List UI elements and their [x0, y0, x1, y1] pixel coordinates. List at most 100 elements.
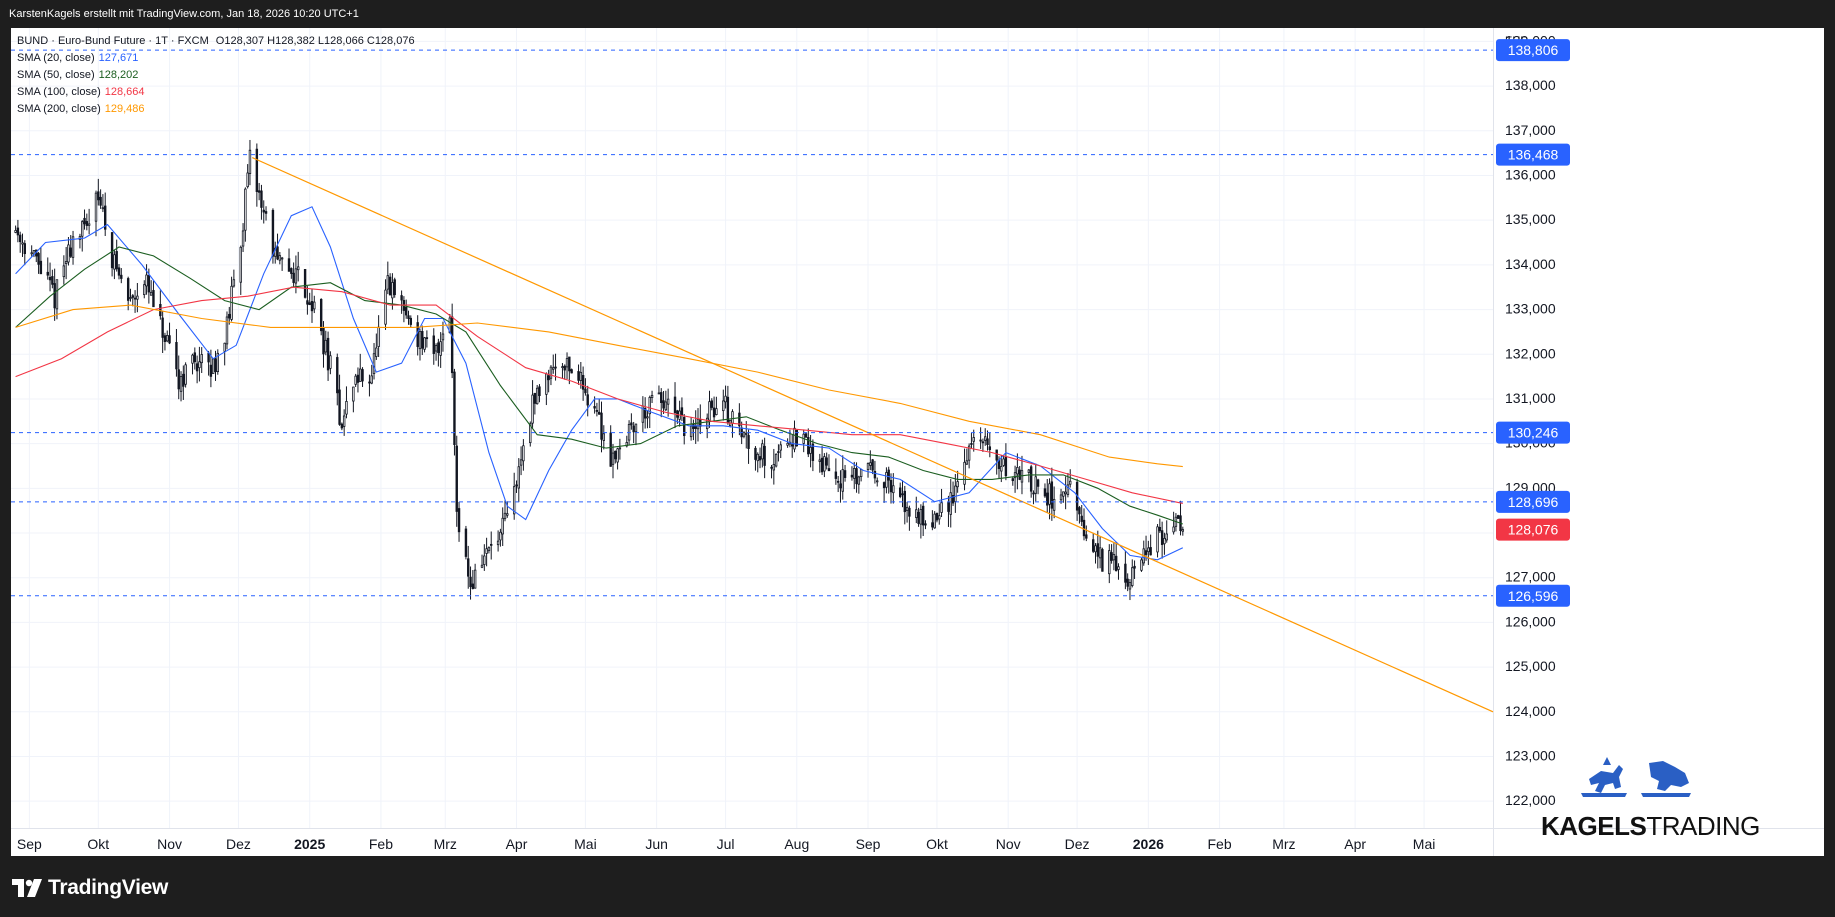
candle-body — [175, 342, 178, 370]
candle-body — [166, 335, 169, 342]
candle-body — [853, 468, 856, 479]
kagels-light: TRADING — [1646, 811, 1760, 841]
candle-body — [924, 523, 927, 526]
candle-body — [306, 300, 309, 305]
candle-body — [747, 435, 750, 449]
candle-body — [67, 244, 70, 263]
legend-sma-200[interactable]: SMA (200, close) 129,486 — [17, 101, 415, 118]
price-tick-label: 123,000 — [1505, 747, 1556, 763]
candle-body — [949, 492, 952, 515]
candle-body — [469, 576, 472, 588]
candle-body — [648, 397, 651, 415]
candle-body — [841, 469, 844, 492]
candle-body — [630, 422, 633, 426]
tradingview-logo[interactable]: TradingView — [12, 876, 168, 900]
candle-body — [278, 255, 282, 261]
candle-body — [887, 469, 890, 481]
candle-body — [565, 358, 569, 368]
chart-area[interactable]: EUR122,000123,000124,000125,000126,00012… — [11, 28, 1824, 856]
candle-body — [570, 369, 573, 374]
candle-body — [1036, 479, 1040, 487]
time-tick-label: Mai — [1413, 836, 1436, 852]
candle-body — [53, 283, 56, 309]
candle-body — [1172, 526, 1175, 533]
price-tick-label: 122,000 — [1505, 792, 1556, 808]
legend-sma-20[interactable]: SMA (20, close) 127,671 — [17, 50, 415, 67]
candle-body — [147, 275, 151, 293]
candle-body — [1108, 550, 1111, 575]
level-label-bg — [1496, 143, 1570, 166]
candle-body — [48, 277, 52, 281]
candle-body — [1085, 534, 1088, 539]
candle-body — [262, 209, 265, 213]
candle-body — [873, 471, 877, 479]
candles — [14, 139, 1185, 601]
candle-body — [839, 483, 842, 489]
legend-sma-value: 128,202 — [98, 69, 139, 81]
candle-body — [388, 276, 392, 296]
candle-body — [163, 335, 167, 342]
candle-body — [322, 327, 325, 355]
tradingview-icon — [12, 879, 42, 897]
legend-sma-100[interactable]: SMA (100, close) 128,664 — [17, 84, 415, 101]
candle-body — [876, 480, 879, 483]
candle-body — [244, 188, 247, 231]
candle-body — [859, 469, 863, 477]
candle-body — [689, 425, 693, 438]
candle-body — [552, 367, 555, 370]
price-tick-label: 134,000 — [1505, 256, 1556, 272]
candle-body — [1082, 519, 1086, 537]
time-axis: Sep Okt Nov Dez 2025 Feb Mrz Apr Mai Jun Jul Aug Sep… — [17, 836, 1435, 852]
candle-body — [889, 480, 893, 493]
candle-body — [919, 509, 923, 525]
candle-body — [614, 450, 617, 460]
candle-body — [584, 388, 587, 394]
candle-body — [23, 243, 26, 255]
candle-body — [967, 445, 971, 461]
candle-body — [480, 564, 484, 568]
candle-body — [791, 444, 794, 447]
candle-body — [609, 432, 612, 467]
candle-body — [662, 400, 665, 409]
candle-body — [255, 148, 259, 192]
candle-body — [71, 236, 75, 258]
candle-body — [1018, 469, 1021, 480]
candle-body — [345, 401, 348, 415]
candle-body — [1029, 466, 1033, 492]
candle-body — [506, 513, 509, 516]
candle-body — [579, 371, 583, 381]
candle-body — [1096, 543, 1100, 557]
candle-body — [386, 275, 390, 290]
candle-body — [680, 407, 684, 416]
level-label: 136,468 — [1508, 147, 1559, 163]
price-chart[interactable]: EUR122,000123,000124,000125,000126,00012… — [11, 28, 1824, 856]
candle-body — [30, 252, 33, 255]
time-tick-label: Dez — [226, 836, 251, 852]
candle-body — [673, 396, 677, 414]
candle-body — [391, 282, 394, 299]
candle-body — [225, 316, 229, 345]
time-tick-label: Jul — [717, 836, 735, 852]
gridlines — [11, 28, 1493, 828]
candle-body — [104, 205, 107, 230]
candle-body — [1027, 469, 1031, 473]
candle-body — [303, 269, 307, 298]
candle-body — [193, 352, 197, 363]
candle-body — [756, 453, 759, 462]
candle-body — [742, 431, 746, 437]
candle-body — [1147, 547, 1150, 553]
candle-body — [664, 401, 668, 411]
candle-body — [361, 369, 364, 382]
candle-body — [616, 448, 619, 463]
candle-body — [903, 490, 906, 513]
candle-body — [908, 507, 911, 517]
candle-body — [14, 230, 17, 233]
candle-body — [455, 445, 458, 512]
candle-body — [356, 374, 360, 383]
candle-body — [182, 373, 185, 387]
candle-body — [1131, 567, 1134, 586]
candle-body — [1034, 476, 1037, 494]
candle-body — [892, 485, 895, 494]
legend-sma-50[interactable]: SMA (50, close) 128,202 — [17, 67, 415, 84]
legend-sma-label: SMA (100, close) — [17, 86, 101, 98]
